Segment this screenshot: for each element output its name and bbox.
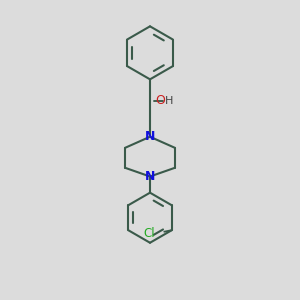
Text: O: O [155,94,165,107]
Text: H: H [165,95,174,106]
Text: N: N [145,130,155,143]
Text: Cl: Cl [144,227,155,240]
Text: N: N [145,170,155,183]
